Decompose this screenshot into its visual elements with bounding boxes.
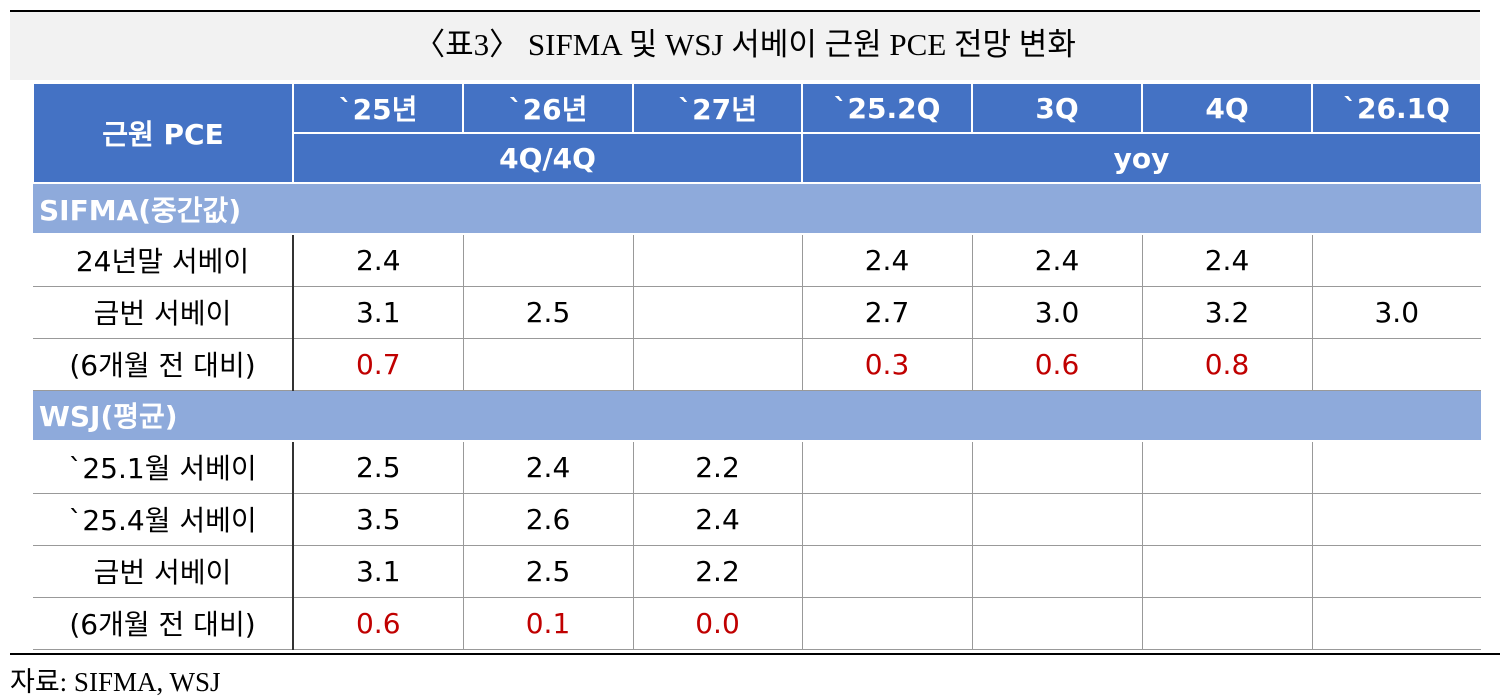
cell bbox=[1311, 337, 1481, 391]
cell: 0.0 bbox=[632, 596, 803, 650]
corner-header: 근원 PCE bbox=[32, 82, 294, 184]
cell: 2.4 bbox=[971, 233, 1143, 287]
cell: 2.5 bbox=[462, 285, 634, 339]
cell bbox=[1141, 544, 1313, 598]
column-header: `25년 bbox=[292, 82, 464, 134]
cell: 2.5 bbox=[292, 440, 464, 494]
cell bbox=[632, 285, 803, 339]
cell: 2.5 bbox=[462, 544, 634, 598]
cell: 2.7 bbox=[801, 285, 973, 339]
cell: 2.4 bbox=[292, 233, 464, 287]
row-label: (6개월 전 대비) bbox=[33, 337, 294, 391]
cell: 2.6 bbox=[462, 492, 634, 546]
cell bbox=[1141, 492, 1313, 546]
cell: 3.0 bbox=[1311, 285, 1481, 339]
row-label: (6개월 전 대비) bbox=[33, 596, 294, 650]
group-header: yoy bbox=[801, 132, 1482, 184]
cell bbox=[801, 544, 973, 598]
cell bbox=[1141, 440, 1313, 494]
cell: 2.4 bbox=[632, 492, 803, 546]
column-header: `25.2Q bbox=[801, 82, 973, 134]
data-row: 24년말 서베이 2.4 2.4 2.4 2.4 bbox=[33, 233, 1481, 287]
header-row: 근원 PCE `25년 `26년 `27년 `25.2Q 3Q 4Q `26.1Q bbox=[32, 82, 1482, 184]
source-note: 자료: SIFMA, WSJ bbox=[10, 667, 221, 697]
bottom-rule bbox=[10, 653, 1500, 655]
cell bbox=[801, 492, 973, 546]
cell: 3.5 bbox=[292, 492, 464, 546]
cell: 0.6 bbox=[292, 596, 464, 650]
row-label: `25.4월 서베이 bbox=[33, 492, 294, 546]
cell: 0.8 bbox=[1141, 337, 1313, 391]
section-name: SIFMA(중간값) bbox=[33, 183, 1481, 235]
column-header: `26년 bbox=[462, 82, 634, 134]
data-row: `25.4월 서베이 3.5 2.6 2.4 bbox=[33, 492, 1481, 546]
row-label: `25.1월 서베이 bbox=[33, 440, 294, 494]
cell: 0.7 bbox=[292, 337, 464, 391]
cell bbox=[1141, 596, 1313, 650]
column-header: 3Q bbox=[971, 82, 1143, 134]
cell: 0.6 bbox=[971, 337, 1143, 391]
cell: 2.2 bbox=[632, 440, 803, 494]
cell: 2.4 bbox=[462, 440, 634, 494]
cell: 2.4 bbox=[1141, 233, 1313, 287]
cell bbox=[971, 440, 1143, 494]
cell bbox=[632, 233, 803, 287]
cell bbox=[1311, 544, 1481, 598]
section-row: SIFMA(중간값) bbox=[33, 183, 1481, 235]
cell bbox=[971, 492, 1143, 546]
cell: 2.2 bbox=[632, 544, 803, 598]
cell bbox=[1311, 492, 1481, 546]
table-title: 〈표3〉 SIFMA 및 WSJ 서베이 근원 PCE 전망 변화 bbox=[10, 10, 1480, 80]
cell: 0.3 bbox=[801, 337, 973, 391]
cell: 2.4 bbox=[801, 233, 973, 287]
cell bbox=[801, 596, 973, 650]
column-header: 4Q bbox=[1141, 82, 1313, 134]
data-row: (6개월 전 대비) 0.6 0.1 0.0 bbox=[33, 596, 1481, 650]
row-label: 금번 서베이 bbox=[33, 285, 294, 339]
cell bbox=[1311, 440, 1481, 494]
cell bbox=[801, 440, 973, 494]
group-header: 4Q/4Q bbox=[292, 132, 803, 184]
cell: 3.1 bbox=[292, 544, 464, 598]
cell bbox=[1311, 596, 1481, 650]
table: 근원 PCE `25년 `26년 `27년 `25.2Q 3Q 4Q `26.1Q 4Q/4Q y… bbox=[32, 82, 1482, 650]
data-row: `25.1월 서베이 2.5 2.4 2.2 bbox=[33, 440, 1481, 494]
row-label: 24년말 서베이 bbox=[33, 233, 294, 287]
section-name: WSJ(평균) bbox=[33, 390, 1481, 442]
header-row: 4Q/4Q yoy bbox=[33, 132, 1482, 184]
cell bbox=[971, 596, 1143, 650]
row-label: 금번 서베이 bbox=[33, 544, 294, 598]
column-header: `27년 bbox=[632, 82, 803, 134]
cell: 3.2 bbox=[1141, 285, 1313, 339]
column-header: `26.1Q bbox=[1311, 82, 1482, 134]
data-row: 금번 서베이 3.1 2.5 2.7 3.0 3.2 3.0 bbox=[33, 285, 1481, 339]
cell: 0.1 bbox=[462, 596, 634, 650]
data-row: (6개월 전 대비) 0.7 0.3 0.6 0.8 bbox=[33, 337, 1481, 391]
cell bbox=[632, 337, 803, 391]
cell bbox=[462, 337, 634, 391]
cell: 3.0 bbox=[971, 285, 1143, 339]
section-row: WSJ(평균) bbox=[33, 390, 1481, 442]
cell: 3.1 bbox=[292, 285, 464, 339]
cell bbox=[462, 233, 634, 287]
cell bbox=[1311, 233, 1481, 287]
data-row: 금번 서베이 3.1 2.5 2.2 bbox=[33, 544, 1481, 598]
cell bbox=[971, 544, 1143, 598]
